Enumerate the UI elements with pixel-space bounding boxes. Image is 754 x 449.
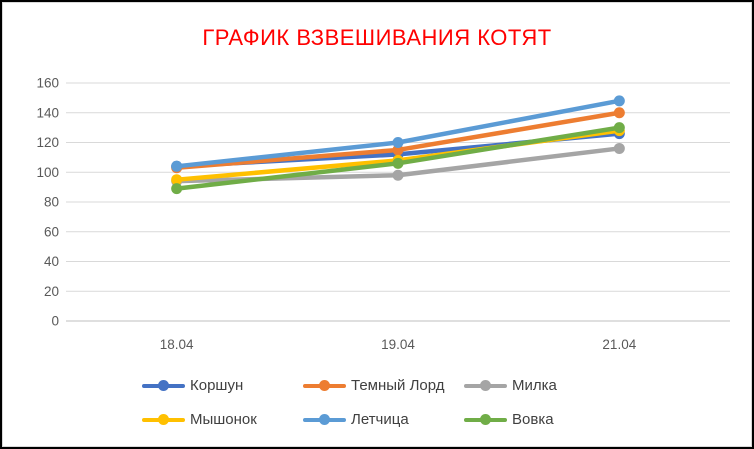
data-point-marker [392,137,404,148]
y-tick-label: 120 [36,135,59,150]
y-tick-label: 80 [44,195,59,210]
legend-series-marker-icon [464,380,507,391]
legend-label: Мышонок [190,411,257,428]
data-point-marker [392,157,404,169]
chart-legend: Коршун Темный Лорд Милка Мышонок Летчица Вовк… [142,375,614,430]
legend-dot-icon [319,414,330,425]
x-tick-label: 19.04 [381,337,415,352]
legend-series-marker-icon [464,414,507,425]
legend-item: Мышонок [142,409,303,430]
legend-item: Милка [464,375,614,396]
legend-dot-icon [319,380,330,391]
legend-item: Коршун [142,375,303,396]
data-point-marker [613,122,625,134]
y-tick-label: 40 [44,254,59,269]
x-tick-label: 21.04 [602,337,636,352]
legend-dot-icon [158,414,169,425]
legend-item: Вовка [464,409,614,430]
data-point-marker [171,174,183,186]
legend-series-marker-icon [303,414,346,425]
y-tick-label: 140 [36,105,59,120]
x-tick-label: 18.04 [160,337,194,352]
y-tick-label: 100 [36,165,59,180]
chart-title: ГРАФИК ВЗВЕШИВАНИЯ КОТЯТ [202,25,552,50]
legend-item: Темный Лорд [303,375,464,396]
legend-label: Темный Лорд [351,377,445,394]
data-point-marker [613,95,625,107]
legend-label: Милка [512,377,557,394]
y-tick-label: 60 [44,224,59,239]
legend-dot-icon [158,380,169,391]
y-tick-label: 160 [36,76,59,91]
legend-dot-icon [480,414,491,425]
y-tick-label: 0 [51,314,59,329]
legend-label: Летчица [351,411,409,428]
data-point-marker [171,160,183,172]
legend-series-marker-icon [142,414,185,425]
y-tick-label: 20 [44,284,59,299]
legend-item: Летчица [303,409,464,430]
data-point-marker [613,142,625,154]
data-point-marker [613,107,625,119]
data-point-marker [392,169,404,181]
legend-label: Вовка [512,411,554,428]
legend-series-marker-icon [303,380,346,391]
legend-series-marker-icon [142,380,185,391]
legend-label: Коршун [190,377,244,394]
data-point-marker [171,183,183,195]
legend-dot-icon [480,380,491,391]
line-chart: 0 20 40 60 80 100 120 140 160 18.04 19.04 21.04 [36,76,730,352]
